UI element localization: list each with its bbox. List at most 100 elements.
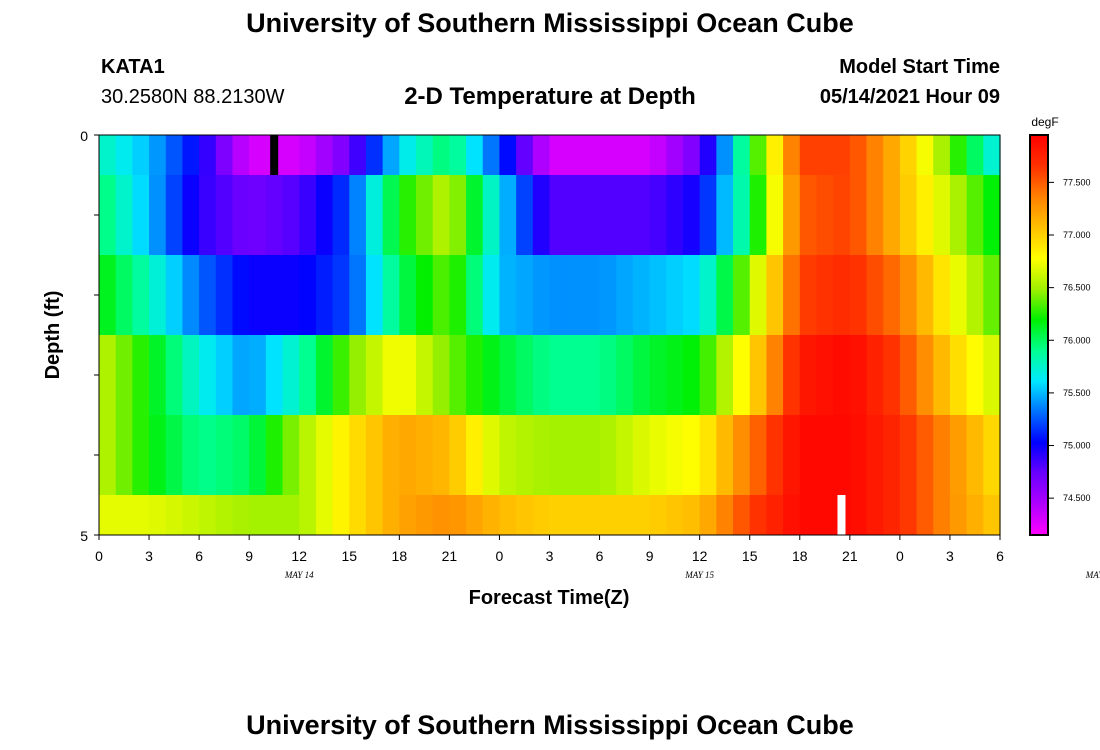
station-id: KATA1 <box>101 56 165 78</box>
colorbar-tick-label: 75.000 <box>1063 441 1091 451</box>
heatmap-cell <box>549 135 567 175</box>
time-marker-bar <box>270 135 279 175</box>
heatmap-cell <box>849 135 868 175</box>
heatmap-cell <box>115 135 133 175</box>
heatmap-cell <box>165 415 184 495</box>
x-tick-label: 0 <box>896 548 904 564</box>
heatmap-cell <box>582 415 601 495</box>
x-axis-label: Forecast Time(Z) <box>469 587 630 609</box>
heatmap-cell <box>182 335 200 415</box>
heatmap-cell <box>265 255 284 335</box>
heatmap-cell <box>983 255 1001 335</box>
heatmap-cell <box>649 335 667 415</box>
x-tick-label: 9 <box>646 548 654 564</box>
date-label: MAY 15 <box>684 570 714 580</box>
heatmap-cell <box>632 135 651 175</box>
heatmap-cell <box>232 335 250 415</box>
heatmap-cell <box>365 255 384 335</box>
heatmap-cell <box>365 495 384 535</box>
heatmap-cells <box>99 135 1001 535</box>
heatmap-cell <box>449 175 467 255</box>
heatmap-cell <box>365 335 384 415</box>
heatmap-cell <box>265 415 284 495</box>
heatmap-cell <box>916 135 934 175</box>
heatmap-cell <box>299 415 317 495</box>
heatmap-cell <box>332 415 350 495</box>
colorbar-tick-label: 77.500 <box>1063 177 1091 187</box>
heatmap-cell <box>282 415 300 495</box>
heatmap-cell <box>249 495 267 535</box>
x-tick-label: 12 <box>692 548 708 564</box>
heatmap-cell <box>682 495 701 535</box>
heatmap-cell <box>833 255 851 335</box>
heatmap-cell <box>699 495 717 535</box>
heatmap-cell <box>132 135 150 175</box>
heatmap-cell <box>516 175 534 255</box>
heatmap-cell <box>899 135 918 175</box>
heatmap-cell <box>232 175 250 255</box>
heatmap-cell <box>482 335 501 415</box>
heatmap-cell <box>933 335 951 415</box>
heatmap-cell <box>499 495 517 535</box>
heatmap-cell <box>382 415 400 495</box>
heatmap-cell <box>649 415 667 495</box>
heatmap-cell <box>733 255 751 335</box>
heatmap-cell <box>749 175 768 255</box>
model-start-label: Model Start Time <box>839 56 1000 78</box>
x-tick-label: 15 <box>742 548 758 564</box>
heatmap-cell <box>499 415 517 495</box>
heatmap-cell <box>849 415 868 495</box>
heatmap-cell <box>232 495 250 535</box>
heatmap-cell <box>282 495 300 535</box>
heatmap-cell <box>582 135 601 175</box>
heatmap-cell <box>382 175 400 255</box>
heatmap-cell <box>966 175 984 255</box>
heatmap-cell <box>682 335 701 415</box>
heatmap-cell <box>399 335 417 415</box>
heatmap-cell <box>549 495 567 535</box>
x-tick-label: 18 <box>392 548 408 564</box>
colorbar-ticks: 74.500 75.000 75.500 76.000 76.500 77.000 77.5… <box>1048 177 1091 503</box>
heatmap-cell <box>466 175 484 255</box>
heatmap-cell <box>632 335 651 415</box>
heatmap-cell <box>315 335 334 415</box>
colorbar-tick-label: 77.000 <box>1063 230 1091 240</box>
heatmap-cell <box>783 495 801 535</box>
heatmap-cell <box>599 175 617 255</box>
heatmap-cell <box>849 495 868 535</box>
heatmap-cell <box>966 255 984 335</box>
heatmap-cell <box>299 175 317 255</box>
heatmap-cell <box>899 175 918 255</box>
heatmap-cell <box>315 175 334 255</box>
heatmap-cell <box>766 135 784 175</box>
heatmap-cell <box>399 495 417 535</box>
heatmap-cell <box>983 335 1001 415</box>
x-tick-label: 15 <box>341 548 357 564</box>
heatmap-cell <box>382 135 400 175</box>
heatmap-cell <box>866 135 884 175</box>
heatmap-cell <box>382 255 400 335</box>
heatmap-cell <box>549 255 567 335</box>
heatmap-cell <box>165 135 184 175</box>
heatmap-cell <box>149 335 167 415</box>
page-title-bottom: University of Southern Mississippi Ocean… <box>246 710 854 740</box>
heatmap-cell <box>799 175 818 255</box>
heatmap-cell <box>182 175 200 255</box>
heatmap-cell <box>883 175 901 255</box>
heatmap-cell <box>532 495 551 535</box>
heatmap-cell <box>332 255 350 335</box>
heatmap-cell <box>733 415 751 495</box>
heatmap-cell <box>132 255 150 335</box>
heatmap-cell <box>349 495 367 535</box>
heatmap-cell <box>449 415 467 495</box>
heatmap-cell <box>99 335 117 415</box>
heatmap-cell <box>482 415 501 495</box>
heatmap-cell <box>99 175 117 255</box>
heatmap-cell <box>733 335 751 415</box>
heatmap-cell <box>516 255 534 335</box>
x-tick-label: 0 <box>496 548 504 564</box>
heatmap-cell <box>716 495 734 535</box>
heatmap-cell <box>182 255 200 335</box>
heatmap-cell <box>966 135 984 175</box>
date-label: MAY 16 <box>1085 570 1100 580</box>
